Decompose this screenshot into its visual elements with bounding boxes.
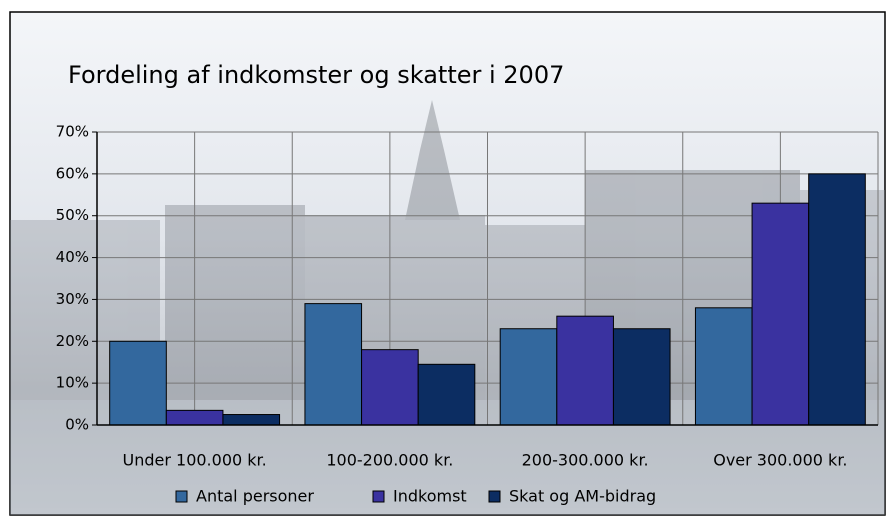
bar: [361, 349, 419, 426]
chart-title: Fordeling af indkomster og skatter i 200…: [68, 61, 564, 89]
bar: [165, 409, 224, 426]
plot-area: 0% 10% 20% 30% 40% 50% 60% 70% Under 100.000 kr.…: [56, 123, 879, 470]
x-tick-label: Over 300.000 kr.: [713, 451, 847, 470]
legend-label: Skat og AM-bidrag: [509, 487, 656, 506]
bar: [751, 202, 810, 426]
bar: [612, 328, 671, 426]
y-tick-label: 50%: [56, 206, 89, 224]
bar: [222, 414, 281, 426]
bar: [808, 173, 866, 426]
bar: [694, 307, 753, 426]
y-tick-label: 10%: [56, 374, 89, 392]
y-tick-label: 30%: [56, 290, 89, 308]
bar: [556, 315, 614, 426]
legend-label: Antal personer: [196, 487, 314, 506]
bar: [109, 340, 167, 426]
legend: Antal personer Indkomst Skat og AM-bidrag: [175, 487, 656, 506]
y-tick-label: 40%: [56, 248, 89, 266]
y-tick-label: 60%: [56, 164, 89, 182]
legend-label: Indkomst: [393, 487, 467, 506]
y-tick-label: 0%: [65, 416, 89, 434]
bar: [499, 328, 558, 426]
legend-swatch: [372, 490, 385, 503]
bar: [304, 303, 363, 426]
x-tick-label: Under 100.000 kr.: [123, 451, 267, 470]
background: [9, 11, 886, 516]
y-tick-label: 20%: [56, 332, 89, 350]
legend-swatch: [488, 490, 501, 503]
x-tick-label: 100-200.000 kr.: [326, 451, 453, 470]
bar: [417, 363, 476, 426]
x-tick-label: 200-300.000 kr.: [522, 451, 649, 470]
y-tick-label: 70%: [56, 123, 89, 141]
legend-swatch: [175, 490, 188, 503]
